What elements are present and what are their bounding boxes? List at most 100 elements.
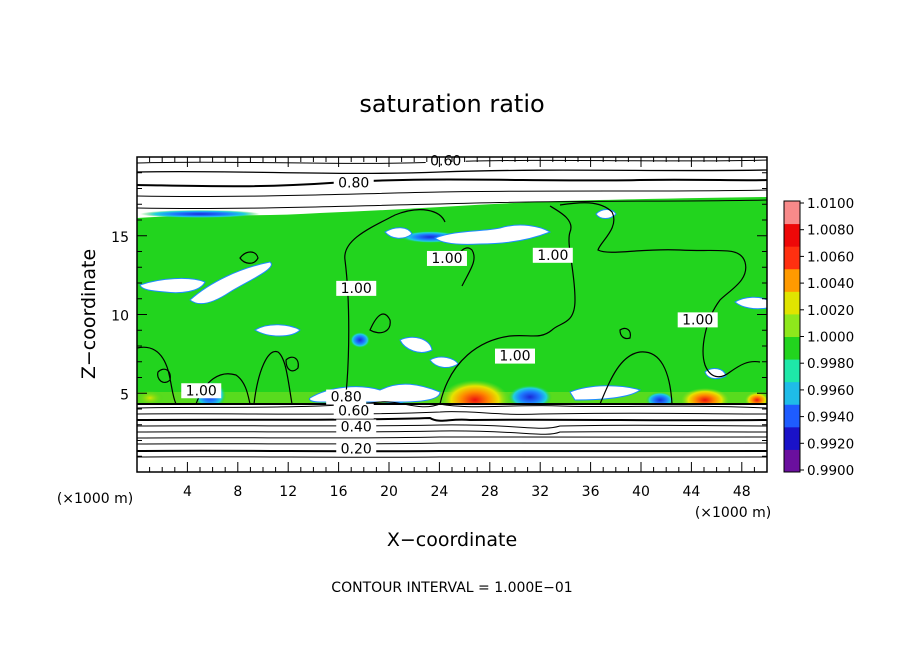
- contour-lower-4: [137, 430, 767, 435]
- contour-upper-3: [137, 178, 767, 188]
- contour-base-wavy: [137, 401, 767, 409]
- contour-interval-note: CONTOUR INTERVAL = 1.000E−01: [331, 580, 572, 596]
- x-axis-unit: (×1000 m): [695, 505, 771, 521]
- colorbar-label: 0.9980: [807, 356, 854, 372]
- x-tick-label: 20: [380, 484, 398, 500]
- colorbar-segment: [784, 291, 800, 315]
- colorbar-segment: [784, 381, 800, 405]
- contour-label-bg: [677, 312, 718, 328]
- contour-one-main: [344, 209, 446, 405]
- contour-lines: [137, 159, 767, 458]
- hotspot: [137, 390, 164, 406]
- contour-lower-7: [137, 449, 767, 453]
- x-tick-label: 32: [531, 484, 549, 500]
- colorbar-label: 1.0080: [807, 223, 854, 239]
- colorbar-segment: [784, 201, 800, 225]
- colorbar-segment: [784, 268, 800, 292]
- contour-one-small: [157, 368, 171, 384]
- colorbar-segment: [784, 449, 800, 473]
- colorbar-segment: [784, 223, 800, 247]
- dry-pocket: [399, 336, 433, 353]
- x-axis-ticks: 4 8 12 16 20 24 28 32 36 40 44 48: [149, 157, 755, 500]
- colorbar-segment: [784, 404, 800, 428]
- dry-pocket: [189, 261, 272, 305]
- contour-one-small: [239, 251, 259, 264]
- contour-label: 1.00: [499, 349, 530, 365]
- contour-one-mid: [559, 202, 761, 378]
- contour-upper-2: [137, 169, 767, 175]
- subsaturated-spot: [350, 332, 370, 348]
- x-tick-label: 48: [733, 484, 751, 500]
- x-tick-label: 44: [682, 484, 700, 500]
- colorbar-label: 1.0000: [807, 330, 854, 346]
- dry-pocket: [384, 227, 413, 239]
- contour-one-small: [369, 313, 391, 334]
- contour-label: 0.60: [338, 404, 369, 420]
- x-tick-label: 36: [582, 484, 600, 500]
- colorbar-segment: [784, 313, 800, 337]
- colorbar-label: 0.9920: [807, 436, 854, 452]
- contour-one-small: [285, 356, 299, 372]
- colorbar-label: 0.9960: [807, 383, 854, 399]
- colorbar-segment: [784, 359, 800, 383]
- y-tick-label: 15: [111, 230, 129, 246]
- contour-one-center: [439, 205, 576, 405]
- contour-label-bg: [333, 403, 374, 419]
- subsaturated-spot: [140, 210, 260, 218]
- colorbar-label: 1.0020: [807, 303, 854, 319]
- contour-label: 0.80: [338, 175, 369, 191]
- contour-lower-6: [137, 442, 767, 445]
- x-tick-label: 28: [481, 484, 499, 500]
- contour-lower-1: [137, 411, 767, 415]
- dry-pocket: [734, 296, 767, 310]
- contour-label: 0.60: [430, 153, 461, 169]
- colorbar-label: 0.9940: [807, 410, 854, 426]
- contour-label-bg: [336, 280, 377, 296]
- contour-one-small: [619, 327, 631, 340]
- contour-label: 0.80: [331, 390, 362, 406]
- y-tick-label: 5: [120, 387, 129, 403]
- contour-upper-4: [137, 189, 767, 198]
- saturated-layer: [137, 197, 767, 404]
- field-layer: [137, 157, 767, 472]
- colorbar-label: 1.0060: [807, 249, 854, 265]
- colorbar: 0.9900 0.9920 0.9940 0.9960 0.9980 1.0000 1.00…: [783, 196, 854, 479]
- x-tick-label: 8: [233, 484, 242, 500]
- dry-pocket: [139, 277, 206, 294]
- contour-upper-5: [137, 199, 767, 210]
- colorbar-segment: [784, 246, 800, 270]
- contour-labels: 0.600.801.001.00 1.001.001.001.00 0.800.60…: [181, 153, 718, 458]
- contour-lower-5: [137, 436, 767, 439]
- contour-one-right: [599, 351, 673, 405]
- chart-title: saturation ratio: [359, 90, 544, 118]
- contour-label-bg: [181, 383, 222, 399]
- contour-label-bg: [333, 175, 374, 191]
- x-tick-label: 16: [330, 484, 348, 500]
- contour-label: 0.40: [341, 419, 372, 435]
- contour-lower-2: [137, 416, 767, 422]
- y-axis-unit: (×1000 m): [57, 491, 133, 507]
- dry-pocket: [434, 224, 552, 245]
- contour-label: 0.20: [341, 442, 372, 458]
- y-axis-label: Z−coordinate: [78, 249, 100, 379]
- colorbar-segment: [784, 426, 800, 450]
- contour-label-bg: [336, 419, 377, 435]
- contour-lower-8: [137, 456, 767, 458]
- contour-label: 1.00: [431, 251, 462, 267]
- colorbar-segment: [784, 336, 800, 360]
- x-tick-label: 24: [430, 484, 448, 500]
- contour-label-bg: [326, 389, 367, 405]
- contour-label: 1.00: [341, 281, 372, 297]
- y-axis-ticks: 5 10 15: [111, 172, 767, 457]
- contour-label-bg: [336, 441, 377, 457]
- x-axis-label: X−coordinate: [387, 529, 517, 551]
- x-tick-label: 40: [632, 484, 650, 500]
- contour-label-bg: [532, 247, 573, 263]
- contour-label-bg: [426, 250, 467, 266]
- contour-label: 1.00: [186, 383, 217, 399]
- contour-one-lobe: [253, 351, 293, 405]
- contour-lower-3: [137, 424, 767, 429]
- x-tick-label: 4: [183, 484, 192, 500]
- x-tick-label: 12: [279, 484, 297, 500]
- colorbar-label: 1.0100: [807, 196, 854, 212]
